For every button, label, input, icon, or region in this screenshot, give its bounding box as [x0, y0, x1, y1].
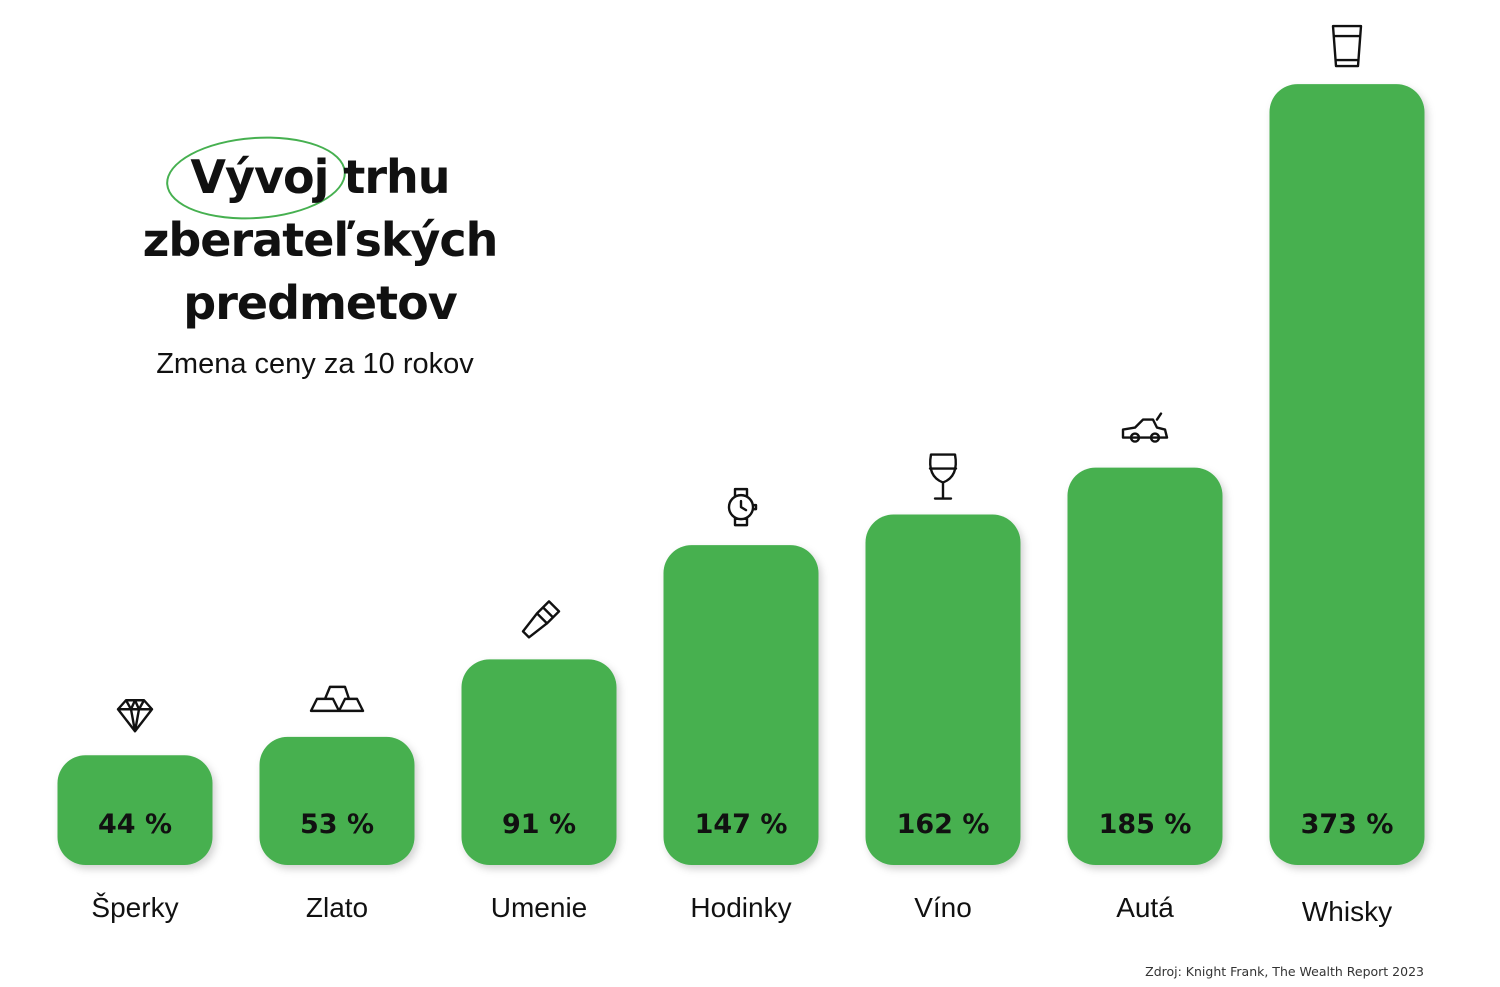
bar-group: 53 % Zlato [259, 685, 415, 923]
wine-glass-icon [928, 453, 958, 500]
chart-subtitle: Zmena ceny za 10 rokov [156, 348, 474, 380]
category-label: Šperky [91, 892, 178, 923]
bar [57, 755, 213, 865]
bar-group: 91 % Umenie [461, 600, 617, 923]
title-line-1: Vývoj trhu [190, 150, 450, 204]
watch-icon [727, 487, 758, 527]
bar-group: 147 % Hodinky [663, 487, 819, 923]
source-note: Zdroj: Knight Frank, The Wealth Report 2… [1145, 964, 1424, 979]
title-line-3: predmetov [183, 276, 457, 330]
title-line-2: zberateľských [142, 213, 499, 267]
value-label: 185 % [1099, 809, 1192, 840]
paintbrush-icon [521, 600, 561, 639]
bar-group: 44 % Šperky [57, 699, 213, 923]
bar [1067, 467, 1223, 865]
value-label: 91 % [502, 809, 576, 840]
value-label: 44 % [98, 809, 172, 840]
bar [663, 545, 819, 865]
diamond-icon [116, 699, 154, 733]
bar-group: 162 % Víno [865, 453, 1021, 923]
category-label: Umenie [491, 892, 587, 923]
bar [865, 514, 1021, 865]
bar-group: 185 % Autá [1067, 412, 1223, 923]
bar [461, 659, 617, 865]
category-label: Zlato [306, 892, 368, 923]
car-icon [1121, 412, 1169, 443]
value-label: 147 % [695, 809, 788, 840]
category-label: Autá [1116, 892, 1174, 923]
value-label: 53 % [300, 809, 374, 840]
value-label: 373 % [1301, 809, 1394, 840]
category-label: Hodinky [690, 892, 791, 923]
category-label: Víno [914, 892, 972, 923]
bar [259, 736, 415, 865]
category-label: Whisky [1302, 896, 1392, 927]
bar-group: 373 % Whisky [1269, 24, 1425, 927]
chart-title: Vývoj trhu zberateľských predmetov [100, 146, 540, 335]
bar [1269, 84, 1425, 865]
value-label: 162 % [897, 809, 990, 840]
gold-bars-icon [309, 685, 365, 713]
whisky-glass-icon [1331, 24, 1363, 68]
